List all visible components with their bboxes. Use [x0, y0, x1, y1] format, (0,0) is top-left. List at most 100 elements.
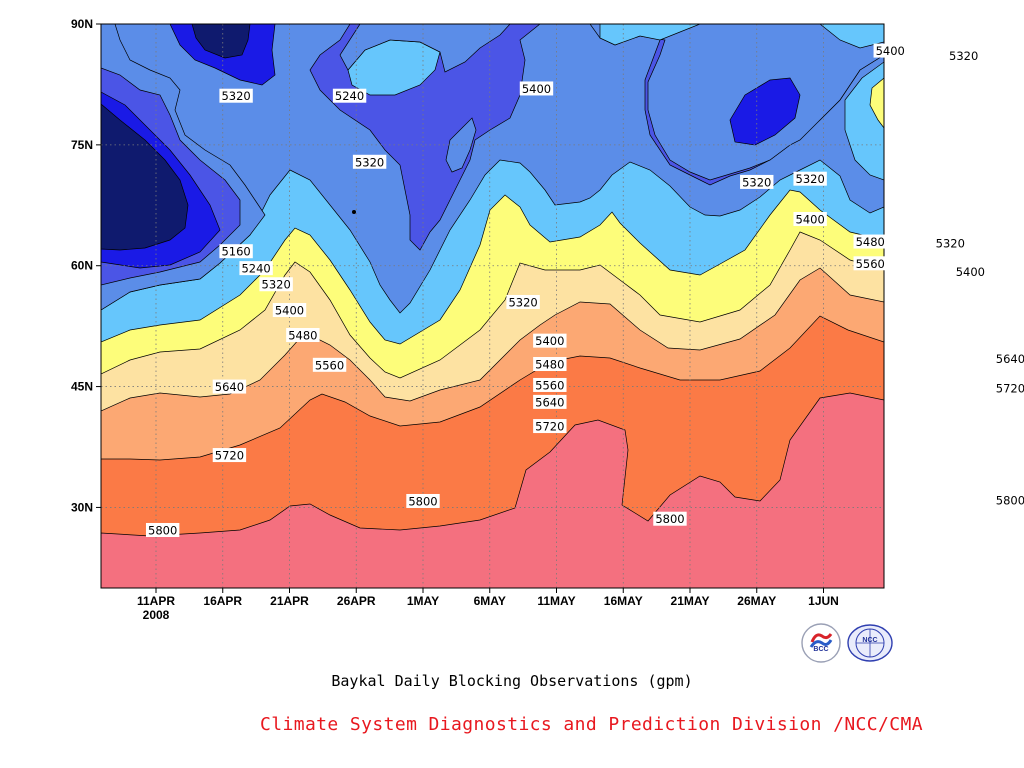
- contour-label-box: [272, 303, 307, 318]
- x-tick-label: 26MAY: [737, 594, 776, 608]
- contour-label: 5320: [259, 277, 293, 292]
- x-tick-label: 1JUN: [808, 594, 839, 608]
- contour-label-text: 5720: [215, 449, 244, 463]
- contour-label-box: [312, 357, 347, 372]
- fill-above-5800: [101, 392, 884, 588]
- y-tick-label: 30N: [71, 500, 93, 514]
- contour-label: 5800: [145, 522, 180, 537]
- bcc-logo-text: BCC: [813, 646, 829, 653]
- contour-label-box: [993, 351, 1024, 366]
- contour-label-box: [519, 81, 554, 96]
- plot-frame: [100, 23, 885, 589]
- grid: [101, 24, 884, 588]
- contour-label-text: 5560: [535, 378, 564, 392]
- fill-5400-5480-top-c: [819, 24, 884, 49]
- fill-5480-5560-right: [869, 77, 884, 129]
- contour-label-box: [145, 522, 180, 537]
- contour-label-text: 5800: [996, 494, 1024, 508]
- contour-label-text: 5800: [148, 523, 177, 537]
- contour-label-text: 5720: [535, 420, 564, 434]
- x-year-label: 2008: [143, 608, 170, 622]
- contour-label-text: 5720: [996, 382, 1024, 396]
- contour-label-text: 5480: [288, 329, 317, 343]
- contour-label-box: [993, 493, 1024, 508]
- fill-5320-5400-top-a: [339, 24, 511, 73]
- x-axis: 11APR 16APR 21APR 26APR 1MAY 6MAY 11MAY 16MAY 21…: [137, 588, 839, 608]
- contour-label-text: 5320: [936, 237, 965, 251]
- fill-5160-5240-right: [729, 77, 801, 146]
- contour-label-box: [332, 88, 367, 103]
- contour-label-text: 5320: [262, 278, 291, 292]
- y-tick-label: 75N: [71, 138, 93, 152]
- contour-label-text: 5480: [535, 358, 564, 372]
- contour-label: 5640: [993, 351, 1024, 366]
- contour-label-box: [533, 377, 567, 392]
- contour-label: 5320: [933, 236, 968, 251]
- contour-label-text: 5400: [876, 44, 905, 58]
- contour-label-text: 5240: [335, 89, 364, 103]
- contour-label-box: [740, 174, 774, 189]
- contour-label: 5320: [219, 88, 253, 103]
- contour-label: 5800: [406, 493, 440, 508]
- contour-label-box: [853, 234, 887, 249]
- contour-label-text: 5400: [535, 334, 564, 348]
- contour-label: 5400: [272, 303, 307, 318]
- contour-label-box: [239, 261, 273, 276]
- contour-spot: [352, 210, 356, 214]
- contour-label: 5400: [953, 264, 988, 279]
- contour-label-text: 5320: [221, 89, 250, 103]
- contour-label-box: [933, 236, 968, 251]
- contour-label-box: [533, 357, 567, 372]
- fill-5400-5480-top-b: [599, 24, 701, 46]
- contour-label-box: [406, 493, 440, 508]
- fill-below-5160: [101, 103, 189, 251]
- contour-label-text: 5320: [508, 295, 537, 309]
- contour-label: 5320: [946, 48, 981, 63]
- bcc-logo-icon: BCC: [800, 622, 842, 664]
- contour-label: 5560: [312, 357, 347, 372]
- contour-label-box: [793, 171, 827, 186]
- contour-label-text: 5240: [241, 262, 270, 276]
- contour-label-text: 5320: [796, 172, 825, 186]
- contour-label: 5320: [793, 171, 827, 186]
- contour-label: 5320: [352, 154, 387, 169]
- contour-label: 5560: [853, 256, 887, 271]
- contour-label: 5480: [286, 328, 320, 343]
- contour-label-box: [853, 256, 887, 271]
- contour-label-box: [873, 43, 907, 58]
- contour-label-box: [533, 333, 567, 348]
- contour-label: 5800: [993, 493, 1024, 508]
- contour-label-box: [219, 88, 253, 103]
- contour-label-text: 5400: [522, 82, 551, 96]
- contour-label-text: 5640: [535, 395, 564, 409]
- contour-label: 5640: [212, 379, 247, 394]
- x-tick-label: 16MAY: [604, 594, 643, 608]
- contour-label: 5400: [519, 81, 554, 96]
- contour-label-text: 5320: [742, 175, 771, 189]
- contour-label-box: [793, 211, 827, 226]
- contour-label-box: [259, 277, 293, 292]
- contour-label-text: 5800: [655, 512, 684, 526]
- contour-label-text: 5400: [796, 212, 825, 226]
- chart-subtitle: Baykal Daily Blocking Observations (gpm): [331, 672, 693, 690]
- x-tick-label: 16APR: [203, 594, 242, 608]
- contour-label-box: [219, 244, 253, 259]
- contour-labels: 5800 5800 5800 5800 5720 5720 5720 5640 5640 5640…: [145, 43, 1024, 537]
- contour-label-box: [953, 264, 988, 279]
- contour-label-text: 5560: [315, 358, 344, 372]
- contour-label-box: [212, 448, 247, 463]
- credit-text: Climate System Diagnostics and Predictio…: [260, 714, 923, 735]
- contour-label: 5720: [993, 381, 1024, 396]
- contour-label: 5800: [653, 511, 687, 526]
- y-axis: 30N 45N 60N 75N 90N: [71, 17, 101, 514]
- contour-label-text: 5160: [221, 245, 250, 259]
- contour-label: 5480: [533, 357, 567, 372]
- contour-label: 5640: [533, 394, 567, 409]
- contour-label: 5400: [793, 211, 827, 226]
- ncc-logo-icon: NCC: [846, 622, 893, 664]
- contour-label-text: 5640: [215, 380, 244, 394]
- contour-label: 5160: [219, 244, 253, 259]
- contour-label: 5560: [533, 377, 567, 392]
- y-tick-label: 45N: [71, 380, 93, 394]
